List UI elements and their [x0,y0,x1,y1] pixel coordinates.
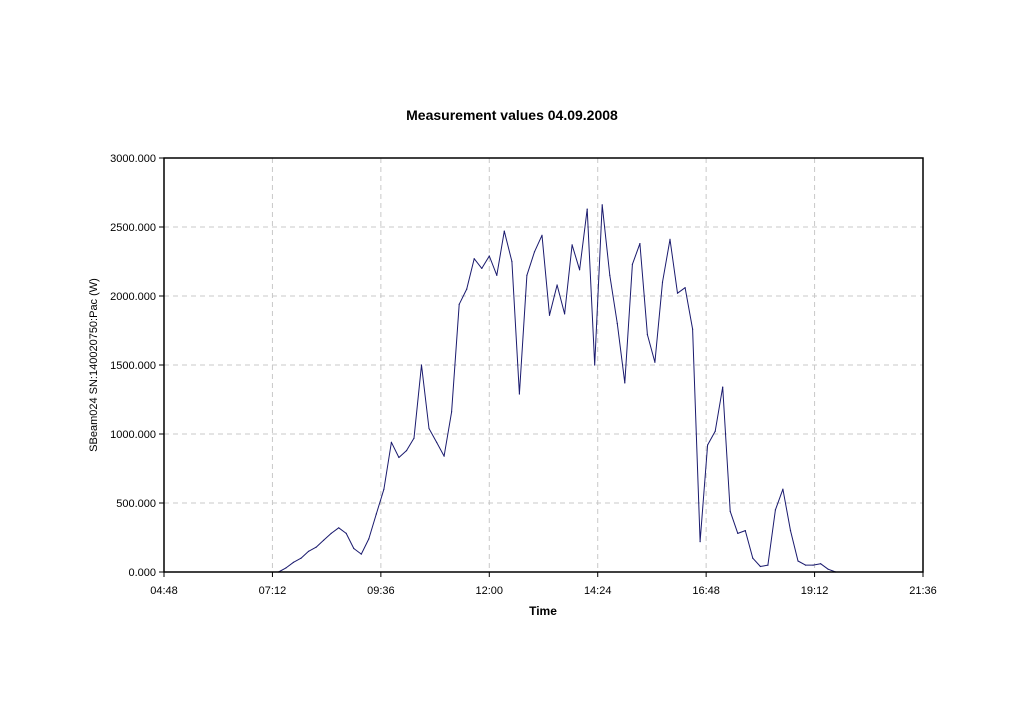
data-point [556,284,558,286]
data-point [526,274,528,276]
data-point [383,488,385,490]
data-point [496,274,498,276]
gridlines [164,158,923,572]
data-point [729,510,731,512]
data-point [466,288,468,290]
data-point [699,541,701,543]
data-point [518,393,521,395]
data-point [353,547,355,550]
data-point [759,565,762,568]
x-tick-label: 04:48 [150,585,178,597]
data-point [609,274,611,276]
data-point [338,527,340,529]
data-point [405,450,408,452]
data-point [428,427,430,430]
data-point [789,530,792,532]
data-point [601,204,603,206]
data-point [436,441,438,443]
x-tick-label: 09:36 [367,585,395,597]
data-point [669,238,671,240]
x-axis-title: Time [529,604,557,618]
y-tick-label: 1500.000 [110,360,156,372]
data-point [481,267,483,269]
data-point [722,386,724,388]
data-point [398,456,400,459]
series-line [278,204,836,573]
data-point [473,258,475,260]
data-point [744,530,746,532]
data-point [767,564,769,566]
data-point [443,455,445,457]
y-tick-labels: 0.000 500.000 1000.000 1500.000 2000.000 2500… [110,153,156,579]
data-point [503,230,505,232]
y-tick-label: 0.000 [128,567,156,579]
data-point [451,411,453,413]
data-point [684,287,686,289]
data-point [413,437,415,439]
data-point [707,444,709,446]
x-tick-label: 12:00 [476,585,504,597]
data-point [827,568,829,570]
x-tick-label: 14:24 [584,585,612,597]
data-point [564,313,566,315]
y-tick-label: 500.000 [116,498,156,510]
data-point [345,532,347,535]
data-point [323,539,325,541]
x-tick-label: 19:12 [801,585,829,597]
data-point [624,382,626,384]
data-point [360,553,362,555]
y-tick-label: 1000.000 [110,429,156,441]
data-point [737,532,739,535]
data-point [797,560,799,562]
data-point [714,430,716,432]
data-point [420,364,423,366]
data-point [315,546,317,548]
data-point [631,263,634,265]
data-point [654,361,656,363]
y-tick-label: 2000.000 [110,291,156,303]
plot-frame [163,157,924,573]
data-point [774,509,777,511]
data-point [458,303,460,305]
x-tick-label: 16:48 [692,585,720,597]
data-point [511,260,513,263]
x-tick-label: 07:12 [259,585,287,597]
data-point [488,255,490,257]
y-tick-label: 2500.000 [110,222,156,234]
data-point [594,364,596,366]
data-point [548,314,551,316]
data-point [330,532,332,535]
data-point [812,564,814,566]
data-point [292,561,295,563]
x-tick-label: 21:36 [909,585,937,597]
series-layer [277,204,837,573]
data-point [300,557,302,559]
data-point [533,251,536,253]
x-tick-labels: 04:48 07:12 09:36 12:00 14:24 16:48 19:12 21:36 [150,585,937,597]
axis-ticks [159,157,924,577]
data-point [616,323,618,325]
data-point [375,513,377,515]
data-point [541,234,543,236]
data-point [285,567,287,569]
data-point [820,563,822,565]
chart-title: Measurement values 04.09.2008 [406,107,618,123]
data-point [646,334,649,336]
data-point [639,243,641,245]
data-point [571,244,573,246]
data-point [782,488,784,490]
data-point [579,269,581,271]
data-point [676,292,679,294]
y-tick-label: 3000.000 [110,153,156,165]
data-point [752,557,754,559]
data-point [308,550,310,552]
y-axis-title: SBeam024 SN:140020750:Pac (W) [88,278,100,452]
data-point [804,564,807,566]
data-point [661,281,664,283]
data-point [390,441,392,443]
data-point [692,328,694,330]
data-point [586,208,588,210]
data-point [368,538,370,540]
